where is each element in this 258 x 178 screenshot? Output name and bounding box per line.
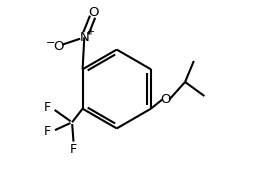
Text: −: − [46,38,56,48]
Text: N: N [79,31,89,44]
Text: O: O [53,40,63,53]
Text: O: O [88,6,98,19]
Text: O: O [160,93,171,106]
Text: +: + [86,27,94,37]
Text: F: F [44,101,51,114]
Text: F: F [70,143,77,156]
Text: F: F [44,125,51,138]
